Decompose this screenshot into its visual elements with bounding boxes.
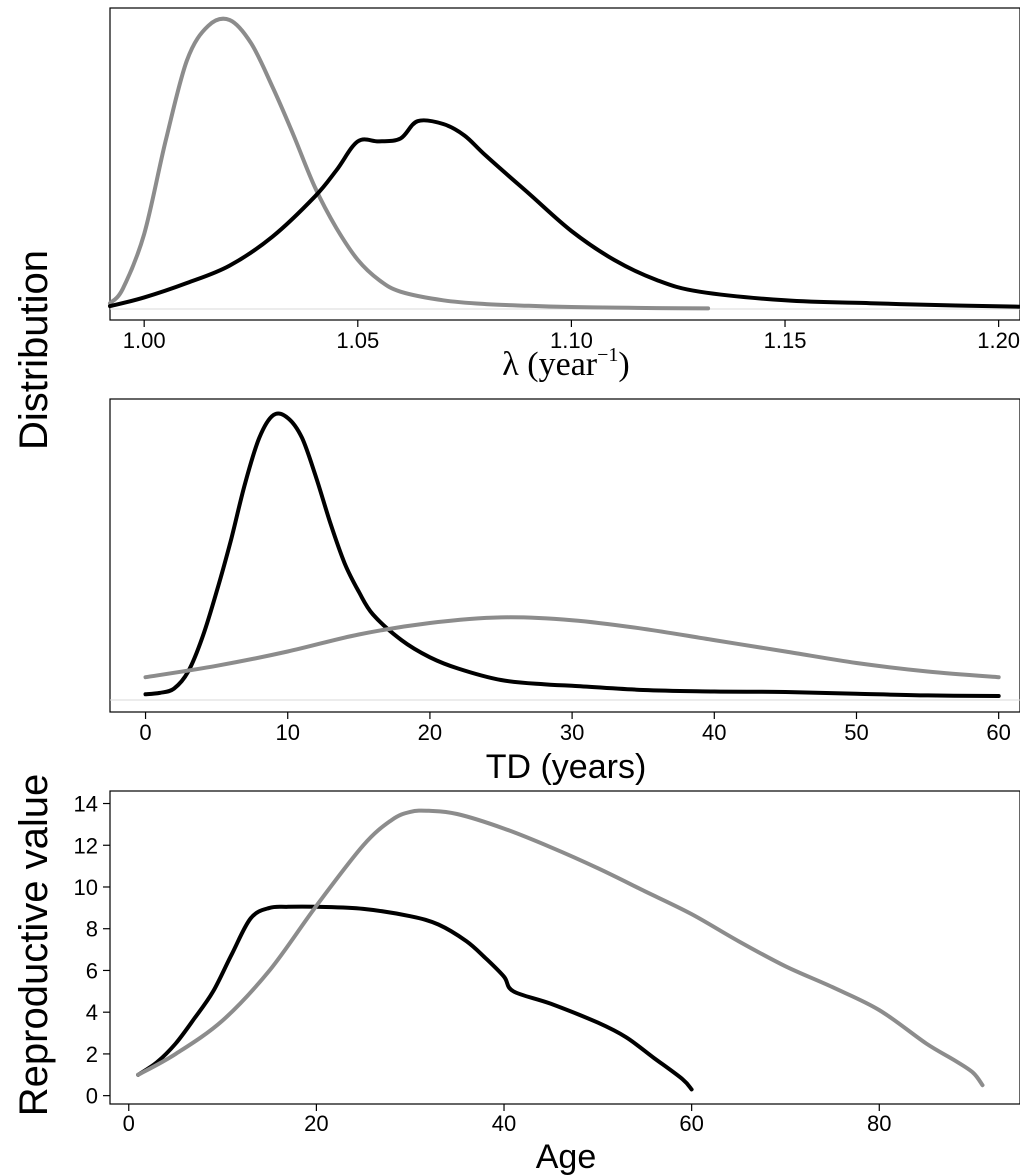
x-axis-label-text: (year [519, 346, 598, 383]
x-tick-label: 60 [986, 720, 1010, 745]
x-tick-label: 40 [492, 1111, 516, 1136]
y-tick-label: 10 [74, 875, 98, 900]
series-line-1 [143, 411, 1001, 698]
y-tick-label: 0 [86, 1084, 98, 1109]
x-tick-label: 10 [275, 720, 299, 745]
y-tick-label: 8 [86, 917, 98, 942]
x-tick-label: 1.10 [550, 328, 593, 353]
shared-y-label: Distribution [12, 250, 56, 450]
panel-frame [109, 398, 1020, 713]
series-line-2 [136, 808, 985, 1088]
x-tick-label: 1.05 [336, 328, 379, 353]
x-tick-label: 50 [844, 720, 868, 745]
x-axis-label-close: ) [618, 346, 629, 383]
x-tick-label: 1.20 [977, 328, 1020, 353]
x-axis-label-sup: −1 [597, 344, 618, 366]
y-tick-label: 14 [74, 792, 98, 817]
x-tick-label: 1.15 [764, 328, 807, 353]
series-group [136, 808, 985, 1092]
x-axis: 1.00 1.05 1.10 1.15 1.20 [123, 320, 1020, 353]
lambda-symbol: λ [502, 346, 519, 383]
y-tick-label: 2 [86, 1042, 98, 1067]
panel-frame [109, 7, 1020, 321]
x-tick-label: 0 [123, 1111, 135, 1136]
y-axis-label: Reproductive value [12, 774, 56, 1116]
panel-td: 0 10 20 30 40 50 60 TD (years) [109, 398, 1020, 786]
x-tick-label: 1.00 [123, 328, 166, 353]
series-line-2 [143, 615, 1001, 680]
series-group [108, 16, 1020, 311]
x-axis-label: Age [536, 1138, 597, 1176]
x-tick-label: 30 [560, 720, 584, 745]
x-axis: 0 20 40 60 80 [123, 1104, 892, 1136]
series-line-1 [136, 904, 694, 1092]
series-line-2 [108, 118, 1020, 309]
x-axis-label: TD (years) [486, 748, 647, 786]
x-tick-label: 80 [867, 1111, 891, 1136]
series-group [143, 411, 1001, 698]
panel-frame [109, 790, 1020, 1105]
x-tick-label: 20 [304, 1111, 328, 1136]
y-axis: 0 2 4 6 8 10 12 14 [74, 792, 110, 1109]
x-axis-label: λ (year−1) [502, 344, 629, 383]
panel-age: 0 20 40 60 80 0 2 4 6 8 10 12 14 Age Reproductive v… [12, 774, 1020, 1176]
x-tick-label: 0 [139, 720, 151, 745]
x-axis: 0 10 20 30 40 50 60 [139, 712, 1011, 745]
y-tick-label: 12 [74, 833, 98, 858]
x-tick-label: 60 [679, 1111, 703, 1136]
x-tick-label: 40 [702, 720, 726, 745]
panel-lambda: 1.00 1.05 1.10 1.15 1.20 λ (year−1) [108, 7, 1020, 383]
y-tick-label: 4 [86, 1000, 98, 1025]
y-tick-label: 6 [86, 958, 98, 983]
x-tick-label: 20 [418, 720, 442, 745]
series-line-1 [108, 16, 711, 311]
